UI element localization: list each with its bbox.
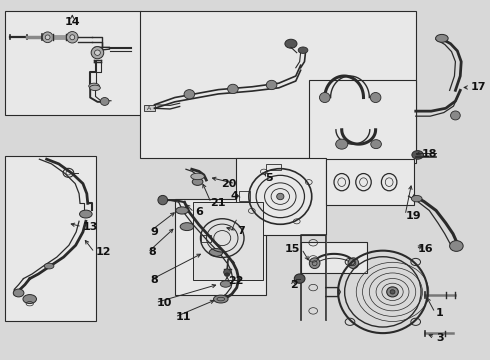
Bar — [301, 242, 368, 273]
Text: 1: 1 — [436, 308, 444, 318]
Text: 6: 6 — [195, 207, 203, 217]
Ellipse shape — [192, 178, 203, 185]
Ellipse shape — [412, 195, 422, 202]
Ellipse shape — [336, 139, 348, 149]
Ellipse shape — [370, 93, 381, 103]
Ellipse shape — [319, 93, 330, 103]
Ellipse shape — [266, 80, 277, 90]
Text: 15: 15 — [284, 244, 300, 254]
Bar — [4, 12, 141, 116]
Ellipse shape — [451, 111, 460, 120]
Ellipse shape — [224, 269, 230, 275]
Bar — [175, 199, 266, 296]
Text: 21: 21 — [210, 198, 225, 208]
Text: 4: 4 — [231, 191, 239, 201]
Text: 14: 14 — [65, 17, 80, 27]
Text: 7: 7 — [238, 226, 245, 236]
Ellipse shape — [90, 85, 100, 90]
Ellipse shape — [184, 90, 195, 99]
Ellipse shape — [450, 240, 463, 251]
Ellipse shape — [23, 294, 36, 303]
Ellipse shape — [309, 258, 320, 269]
Bar — [144, 105, 154, 111]
Ellipse shape — [277, 193, 284, 200]
Bar — [309, 80, 416, 163]
Text: 2: 2 — [290, 280, 298, 290]
Ellipse shape — [42, 32, 53, 42]
Ellipse shape — [214, 295, 228, 303]
Bar — [193, 202, 263, 280]
Ellipse shape — [298, 47, 308, 53]
Ellipse shape — [176, 207, 188, 214]
Ellipse shape — [225, 273, 229, 276]
Text: 17: 17 — [471, 82, 487, 93]
Ellipse shape — [180, 223, 194, 230]
Ellipse shape — [100, 98, 109, 105]
Ellipse shape — [285, 39, 297, 48]
Ellipse shape — [13, 289, 24, 297]
Text: 16: 16 — [417, 244, 433, 254]
Bar — [236, 158, 326, 234]
Text: 5: 5 — [265, 173, 272, 183]
Text: 13: 13 — [83, 222, 98, 231]
Ellipse shape — [220, 281, 231, 287]
Ellipse shape — [348, 258, 359, 269]
Ellipse shape — [45, 35, 50, 40]
Text: 22: 22 — [228, 276, 244, 286]
Text: 9: 9 — [150, 227, 159, 237]
Text: 11: 11 — [176, 312, 191, 322]
Text: A: A — [147, 106, 151, 111]
Ellipse shape — [387, 287, 398, 297]
Text: 18: 18 — [421, 149, 437, 159]
Ellipse shape — [91, 46, 104, 59]
Ellipse shape — [67, 32, 78, 43]
Text: 19: 19 — [406, 211, 422, 221]
Ellipse shape — [209, 248, 223, 256]
Bar — [4, 156, 96, 320]
Text: 3: 3 — [436, 333, 443, 343]
Bar — [201, 235, 211, 242]
Ellipse shape — [79, 210, 92, 218]
Ellipse shape — [89, 83, 99, 89]
Bar — [326, 159, 414, 205]
Ellipse shape — [227, 84, 238, 94]
Ellipse shape — [390, 290, 395, 294]
Text: 8: 8 — [149, 247, 156, 257]
Ellipse shape — [436, 35, 448, 42]
Ellipse shape — [44, 263, 54, 269]
Ellipse shape — [294, 274, 305, 283]
Ellipse shape — [412, 150, 423, 159]
Ellipse shape — [371, 140, 381, 149]
Bar — [239, 192, 250, 201]
Text: 20: 20 — [221, 179, 237, 189]
Ellipse shape — [95, 50, 100, 55]
Text: 8: 8 — [150, 275, 158, 285]
Ellipse shape — [70, 35, 74, 40]
Text: 12: 12 — [96, 247, 111, 257]
Ellipse shape — [158, 195, 168, 205]
Bar — [266, 164, 281, 170]
Bar — [140, 12, 416, 158]
Text: 10: 10 — [156, 298, 172, 308]
Ellipse shape — [191, 173, 204, 180]
